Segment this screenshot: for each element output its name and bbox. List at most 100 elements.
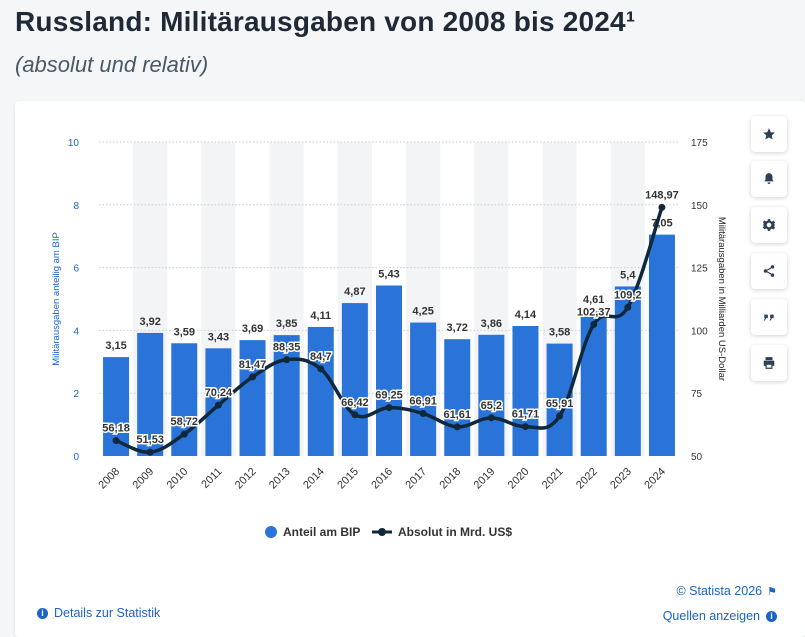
bar	[648, 234, 675, 456]
line-value-label: 66,42	[341, 397, 369, 409]
line-value-label: 61,71	[512, 409, 540, 421]
x-tick-label: 2013	[267, 466, 293, 492]
bar	[478, 334, 505, 456]
bar	[137, 332, 164, 456]
y-left-axis-title: Militärausgaben anteilig am BIP	[51, 232, 62, 366]
page-title: Russland: Militärausgaben von 2008 bis 2…	[15, 6, 636, 37]
line-point	[214, 401, 222, 409]
bar-value-label: 5,43	[378, 268, 399, 280]
line-value-label: 88,35	[273, 342, 301, 354]
y-right-tick-label: 100	[691, 326, 708, 337]
x-tick-label: 2014	[301, 466, 327, 492]
bar-value-label: 3,15	[105, 340, 126, 352]
bar	[444, 339, 471, 456]
line-value-label: 70,24	[205, 387, 233, 399]
copyright-label: © Statista 2026	[676, 584, 763, 598]
line-value-label: 61,61	[443, 409, 471, 421]
line-value-label: 58,72	[171, 416, 199, 428]
line-value-label: 65,91	[546, 398, 574, 410]
y-right-tick-label: 50	[691, 452, 703, 463]
bar	[307, 326, 334, 456]
legend-line-marker	[378, 528, 386, 536]
info-icon: i	[37, 607, 48, 619]
flag-icon: ⚑	[767, 585, 777, 598]
x-tick-label: 2018	[438, 466, 464, 492]
copyright-link[interactable]: © Statista 2026 ⚑	[676, 584, 777, 598]
bar-value-label: 3,86	[481, 318, 502, 330]
bar-value-label: 3,85	[276, 318, 297, 330]
print-button[interactable]	[751, 345, 787, 381]
bar	[580, 311, 607, 456]
legend-bar-swatch	[265, 526, 277, 538]
y-left-tick-label: 8	[73, 201, 79, 212]
quote-icon	[763, 314, 774, 321]
x-tick-label: 2010	[165, 466, 191, 492]
line-value-label: 148,97	[645, 189, 679, 201]
line-point	[249, 373, 257, 381]
x-tick-label: 2012	[233, 466, 259, 492]
line-point	[351, 411, 359, 419]
show-sources-link[interactable]: Quellen anzeigen i	[663, 609, 777, 623]
star-icon	[763, 128, 775, 140]
line-value-label: 81,47	[239, 359, 267, 371]
bar-value-label: 3,69	[242, 323, 263, 335]
notification-button[interactable]	[751, 161, 787, 197]
line-value-label: 66,91	[409, 396, 437, 408]
bar	[239, 340, 266, 456]
x-tick-label: 2016	[369, 466, 395, 492]
bar-value-label: 3,92	[139, 316, 160, 328]
line-point	[419, 410, 427, 418]
favorite-button[interactable]	[751, 116, 787, 152]
bar	[273, 335, 300, 456]
y-right-axis-title: Militärausgaben in Milliarden US-Dollar	[716, 217, 727, 381]
legend-bar-label: Anteil am BIP	[283, 525, 360, 539]
y-right-tick-label: 175	[691, 138, 708, 149]
share-button[interactable]	[751, 253, 787, 289]
gear-icon	[762, 219, 776, 231]
line-value-label: 102,37	[577, 306, 611, 318]
line-point	[180, 430, 188, 438]
y-left-tick-label: 0	[73, 452, 79, 463]
statistic-details-link[interactable]: i Details zur Statistik	[37, 606, 160, 620]
chart-card: 0 50 2 75 4 100 6 125 8 150 10 175 Militärausgaben a…	[15, 101, 805, 637]
bar	[410, 322, 437, 456]
x-tick-label: 2011	[199, 466, 224, 491]
x-tick-label: 2008	[96, 466, 122, 492]
line-point	[385, 404, 393, 412]
x-tick-label: 2009	[130, 466, 156, 492]
print-icon	[763, 357, 775, 369]
settings-button[interactable]	[751, 207, 787, 243]
line-point	[521, 423, 529, 431]
x-tick-label: 2017	[403, 466, 429, 492]
info-icon: i	[766, 610, 777, 622]
bell-icon	[764, 173, 774, 184]
x-tick-label: 2020	[506, 466, 532, 492]
series-line	[115, 206, 664, 454]
bar	[614, 286, 641, 456]
line-value-label: 51,53	[136, 434, 164, 446]
x-tick-label: 2024	[642, 466, 668, 492]
cite-button[interactable]	[751, 299, 787, 335]
line-point	[487, 414, 495, 422]
share-icon	[763, 265, 775, 277]
bar	[376, 285, 402, 456]
bar-value-label: 5,4	[620, 269, 636, 281]
bar	[512, 326, 539, 456]
y-left-tick-label: 10	[68, 138, 80, 149]
line-point	[283, 356, 291, 364]
bar-value-label: 4,14	[515, 309, 537, 321]
bar-value-label: 4,61	[583, 294, 604, 306]
x-tick-label: 2019	[472, 466, 498, 492]
x-tick-label: 2015	[335, 466, 361, 492]
bar-value-label: 4,25	[412, 306, 433, 318]
line-point	[658, 203, 666, 211]
y-right-tick-label: 125	[691, 264, 708, 275]
line-value-label: 65,2	[481, 400, 502, 412]
x-tick-label: 2023	[608, 466, 634, 492]
y-left-tick-label: 6	[73, 264, 79, 275]
bar-value-label: 3,58	[549, 327, 570, 339]
line-point	[590, 320, 598, 328]
line-value-label: 56,18	[102, 422, 130, 434]
show-sources-label: Quellen anzeigen	[662, 609, 760, 623]
line-point	[624, 303, 632, 311]
